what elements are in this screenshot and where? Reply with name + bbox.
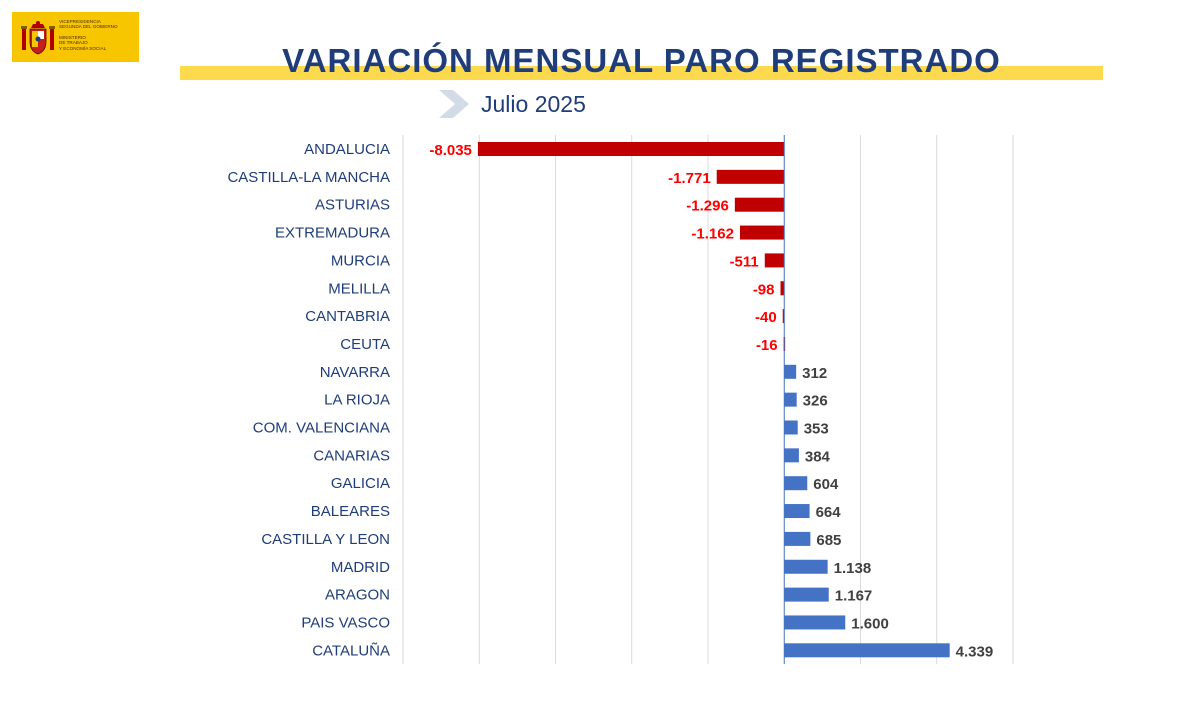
data-label: 4.339 — [956, 643, 994, 660]
data-label: -1.296 — [686, 198, 729, 215]
bar — [784, 476, 808, 491]
bar — [764, 253, 785, 268]
page-title: VARIACIÓN MENSUAL PARO REGISTRADO — [282, 42, 1001, 79]
data-label: 664 — [816, 504, 842, 521]
category-label: ASTURIAS — [315, 197, 390, 214]
bar — [716, 169, 785, 184]
bar — [477, 142, 785, 156]
logo-line-4: DE TRABAJO — [59, 40, 88, 46]
bar — [784, 364, 797, 379]
category-label: COM. VALENCIANA — [253, 420, 390, 437]
data-label: -16 — [756, 337, 778, 354]
logo-line-2: SEGUNDA DEL GOBIERNO — [59, 24, 118, 30]
data-label: 353 — [804, 421, 829, 438]
category-label: ANDALUCIA — [304, 141, 390, 158]
bar — [784, 559, 828, 574]
data-label: -1.771 — [668, 170, 711, 187]
category-label: GALICIA — [331, 475, 390, 492]
bar — [784, 504, 810, 519]
ministry-logo: VICEPRESIDENCIA SEGUNDA DEL GOBIERNO MIN… — [12, 12, 139, 62]
logo-line-3: MINISTERIO — [59, 34, 86, 40]
category-label: CASTILLA Y LEON — [261, 531, 390, 548]
category-label: PAIS VASCO — [301, 614, 390, 631]
bar — [784, 392, 797, 407]
bar — [784, 420, 798, 435]
data-label: -511 — [730, 253, 759, 270]
category-label: LA RIOJA — [324, 392, 390, 409]
data-label: -8.035 — [429, 142, 472, 159]
bar — [784, 448, 799, 463]
chart-subtitle: Julio 2025 — [481, 91, 586, 117]
bar — [780, 281, 785, 296]
category-label: CEUTA — [340, 336, 390, 353]
data-label: -98 — [753, 281, 775, 298]
category-label: MURCIA — [331, 252, 390, 269]
category-label: CATALUÑA — [312, 642, 390, 659]
bar — [739, 225, 785, 240]
category-label: ARAGON — [325, 587, 390, 604]
category-label: MADRID — [331, 559, 390, 576]
data-label: -40 — [755, 309, 777, 326]
category-label: CANTABRIA — [305, 308, 390, 325]
data-label: 1.138 — [834, 560, 872, 577]
logo-line-5: Y ECONOMÍA SOCIAL — [59, 45, 107, 51]
bar — [784, 615, 846, 630]
data-label: 312 — [802, 365, 827, 382]
bar — [782, 309, 785, 324]
data-label: 326 — [803, 393, 828, 410]
data-label: 384 — [805, 448, 831, 465]
chevron-right-icon — [439, 90, 469, 118]
category-label: CANARIAS — [313, 447, 390, 464]
data-label: 1.600 — [851, 615, 889, 632]
coat-of-arms-icon — [21, 21, 55, 55]
data-label: 685 — [816, 532, 841, 549]
data-label: 1.167 — [835, 588, 873, 605]
data-label: -1.162 — [691, 226, 734, 243]
bar — [734, 197, 785, 212]
category-label: BALEARES — [311, 503, 390, 520]
category-label: MELILLA — [328, 280, 390, 297]
title-underline-bar — [180, 66, 1103, 80]
data-label: 604 — [813, 476, 839, 493]
logo-line-1: VICEPRESIDENCIA — [59, 19, 101, 24]
bar — [784, 643, 950, 658]
category-label: NAVARRA — [320, 364, 390, 381]
category-label: CASTILLA-LA MANCHA — [227, 169, 390, 186]
bar — [784, 531, 811, 546]
bar — [784, 587, 829, 602]
category-label: EXTREMADURA — [275, 225, 390, 242]
